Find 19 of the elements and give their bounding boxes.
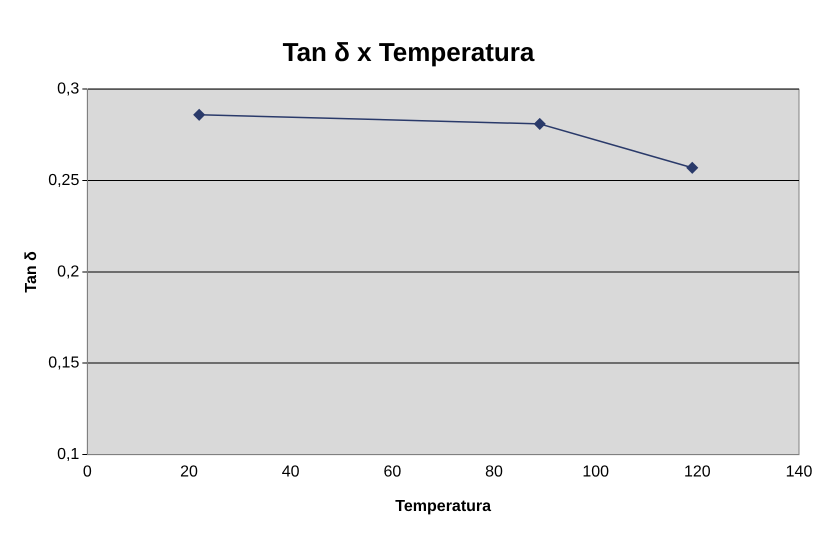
y-tick-label: 0,3 xyxy=(57,80,80,98)
x-tick-label: 120 xyxy=(684,464,711,481)
x-tick-label: 40 xyxy=(282,464,300,481)
y-tick-label: 0,15 xyxy=(48,354,80,372)
x-tick-label: 60 xyxy=(383,464,402,481)
x-tick-label: 20 xyxy=(180,464,198,481)
x-tick-label: 0 xyxy=(82,464,92,481)
chart-title: Tan δ x Temperatura xyxy=(282,36,535,67)
y-tick-label: 0,2 xyxy=(57,263,80,280)
y-tick-label: 0,25 xyxy=(48,172,80,189)
y-tick-label: 0,1 xyxy=(57,446,80,464)
x-axis-title: Temperatura xyxy=(395,498,492,515)
x-tick-label: 80 xyxy=(485,464,504,481)
x-tick-label: 140 xyxy=(786,464,812,481)
point xyxy=(534,118,546,130)
point xyxy=(193,109,205,121)
y-axis-title: Tan δ xyxy=(23,250,40,293)
point xyxy=(686,162,698,174)
x-tick-label: 100 xyxy=(582,464,610,481)
